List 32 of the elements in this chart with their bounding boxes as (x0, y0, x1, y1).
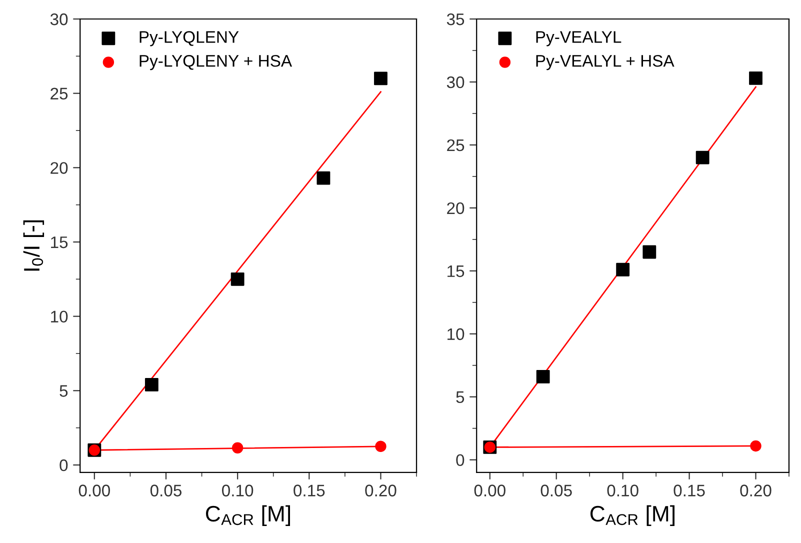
x-tick-label: 0.20 (365, 484, 396, 496)
y-tick-label: 25 (50, 88, 68, 100)
y-tick-label: 30 (50, 13, 68, 26)
x-tick-label: 0.10 (222, 484, 254, 496)
y-tick-label: 20 (50, 162, 68, 174)
x-tick-label: 0.15 (294, 484, 325, 496)
y-tick-label: 35 (446, 13, 464, 26)
x-axis-title: C$_{ACR}$ [M] (590, 505, 674, 526)
legend-label: Py-LYQLENY (140, 31, 239, 46)
x-tick-label: 0.20 (740, 484, 772, 496)
x-tick-label: 0.05 (150, 484, 182, 496)
y-tick-label: 10 (51, 310, 68, 323)
y-tick-label: 10 (448, 328, 464, 340)
x-tick-label: 0.00 (78, 484, 110, 496)
legend-label: Py-VEALYL (536, 31, 622, 46)
x-tick-label: 0.10 (607, 484, 638, 496)
y-tick-label: 20 (447, 202, 464, 214)
legend-label: Py-LYQLENY + HSA (140, 54, 292, 70)
x-axis-title: C$_{ACR}$ [M] (206, 505, 290, 526)
y-tick-label: 25 (447, 139, 464, 152)
y-tick-label: 15 (51, 236, 68, 248)
y-tick-label: 5 (60, 385, 68, 397)
y-axis-title: I$_{0}$/I [-] (23, 220, 44, 271)
x-tick-label: 0.00 (474, 484, 506, 496)
x-tick-label: 0.05 (540, 484, 572, 496)
y-tick-label: 15 (448, 265, 464, 278)
y-tick-label: 5 (456, 391, 464, 404)
x-tick-label: 0.15 (674, 484, 705, 496)
y-tick-label: 0 (456, 454, 464, 466)
y-tick-label: 0 (60, 459, 68, 472)
legend-label: Py-VEALYL + HSA (536, 54, 674, 70)
y-tick-label: 30 (446, 76, 464, 88)
